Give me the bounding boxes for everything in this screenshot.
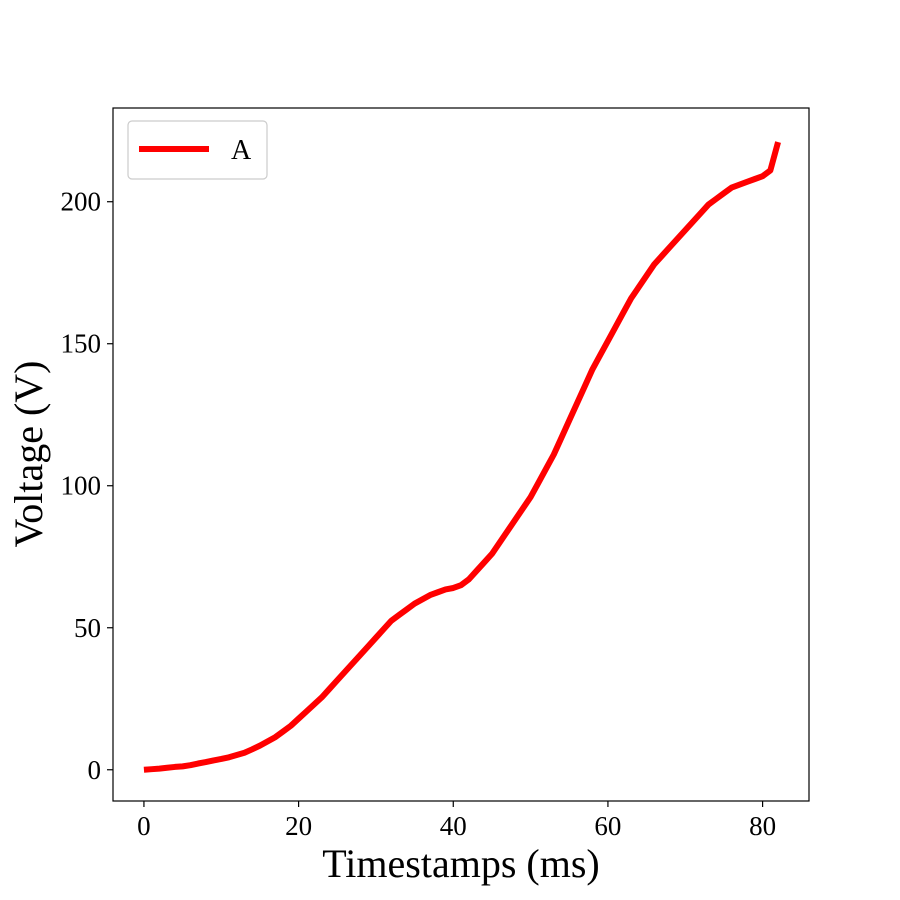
y-axis-label: Voltage (V) [6,361,51,548]
legend: A [127,120,268,180]
plot-frame [112,107,810,802]
y-tick-label: 200 [61,187,102,217]
y-tick-label: 50 [74,613,101,643]
x-axis: 0 20 40 60 80 [137,801,776,841]
series-line-a [143,141,781,773]
y-axis: 0 50 100 150 200 [61,187,113,785]
x-tick-label: 60 [594,811,621,841]
x-tick-label: 40 [440,811,467,841]
x-tick-label: 20 [285,811,312,841]
x-tick-label: 80 [749,811,776,841]
legend-label: A [231,135,252,166]
y-tick-label: 100 [61,471,102,501]
series-layer [143,141,781,773]
x-tick-label: 0 [137,811,151,841]
x-axis-label: Timestamps (ms) [322,841,599,886]
y-tick-label: 0 [88,755,102,785]
y-tick-label: 150 [61,329,102,359]
